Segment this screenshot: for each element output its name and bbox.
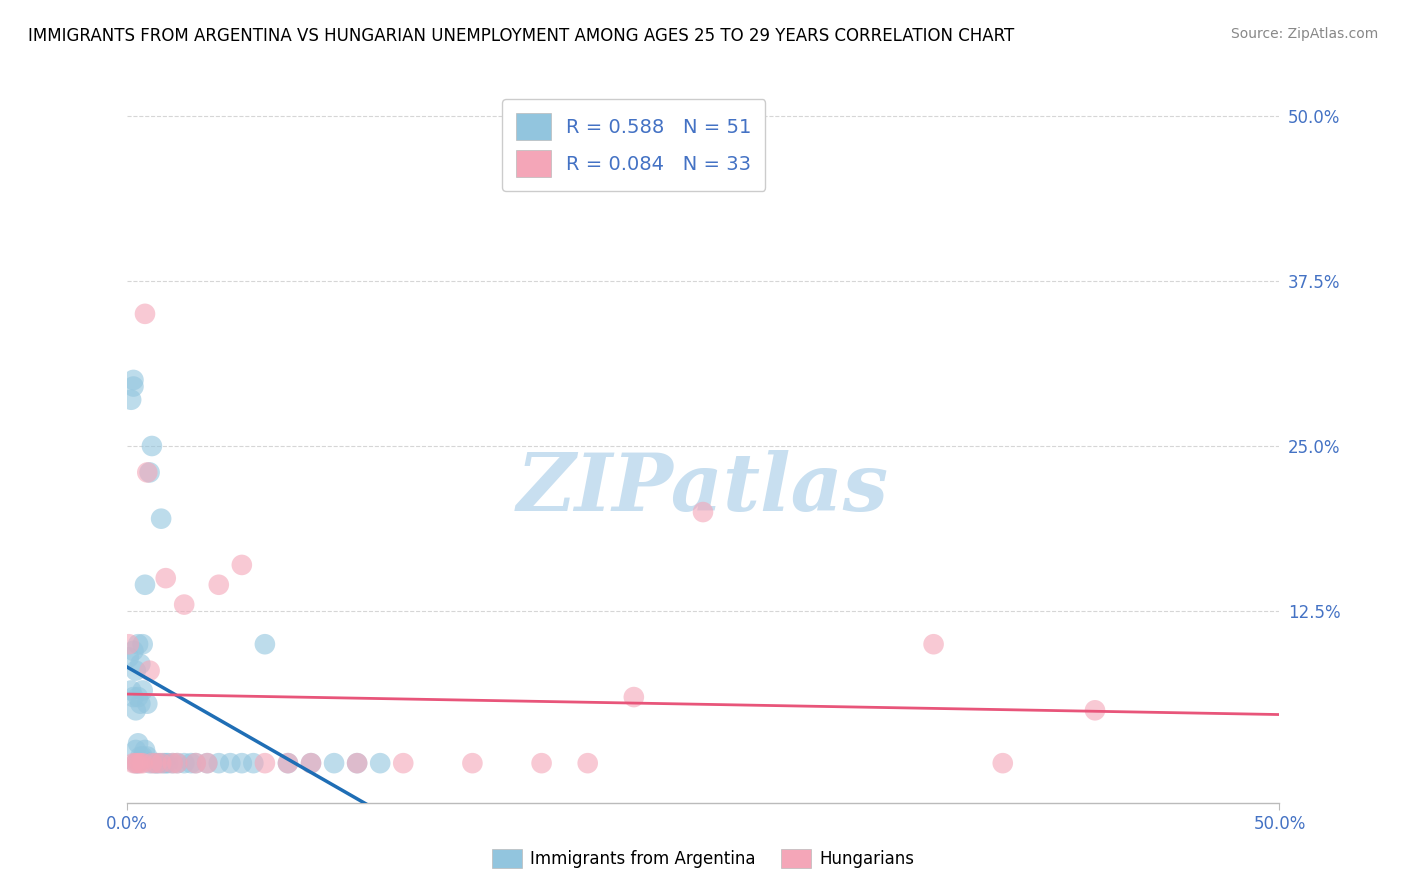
Point	[150, 511, 173, 525]
Point	[692, 505, 714, 519]
Point	[323, 756, 346, 771]
Legend: Immigrants from Argentina, Hungarians: Immigrants from Argentina, Hungarians	[485, 842, 921, 875]
Point	[127, 690, 149, 704]
Point	[991, 756, 1014, 771]
Point	[242, 756, 264, 771]
Text: ZIPatlas: ZIPatlas	[517, 450, 889, 527]
Point	[368, 756, 391, 771]
Point	[145, 756, 167, 771]
Point	[195, 756, 218, 771]
Point	[122, 690, 145, 704]
Point	[208, 756, 231, 771]
Point	[136, 749, 159, 764]
Point	[131, 756, 153, 771]
Point	[129, 749, 152, 764]
Point	[166, 756, 188, 771]
Point	[253, 756, 276, 771]
Point	[346, 756, 368, 771]
Point	[155, 571, 177, 585]
Point	[122, 756, 145, 771]
Point	[143, 756, 166, 771]
Point	[129, 697, 152, 711]
Point	[166, 756, 188, 771]
Point	[148, 756, 170, 771]
Point	[152, 756, 174, 771]
Point	[125, 664, 148, 678]
Point	[208, 578, 231, 592]
Point	[125, 703, 148, 717]
Point	[141, 439, 163, 453]
Legend: R = 0.588   N = 51, R = 0.084   N = 33: R = 0.588 N = 51, R = 0.084 N = 33	[502, 99, 765, 191]
Point	[127, 736, 149, 750]
Point	[277, 756, 299, 771]
Point	[346, 756, 368, 771]
Point	[219, 756, 242, 771]
Point	[299, 756, 322, 771]
Point	[120, 683, 142, 698]
Point	[122, 644, 145, 658]
Point	[162, 756, 184, 771]
Point	[125, 756, 148, 771]
Point	[623, 690, 645, 704]
Point	[122, 379, 145, 393]
Point	[138, 466, 160, 480]
Point	[136, 697, 159, 711]
Point	[530, 756, 553, 771]
Point	[125, 743, 148, 757]
Point	[173, 598, 195, 612]
Point	[162, 756, 184, 771]
Text: Source: ZipAtlas.com: Source: ZipAtlas.com	[1230, 27, 1378, 41]
Point	[155, 756, 177, 771]
Point	[461, 756, 484, 771]
Point	[576, 756, 599, 771]
Text: IMMIGRANTS FROM ARGENTINA VS HUNGARIAN UNEMPLOYMENT AMONG AGES 25 TO 29 YEARS CO: IMMIGRANTS FROM ARGENTINA VS HUNGARIAN U…	[28, 27, 1014, 45]
Point	[145, 756, 167, 771]
Point	[129, 756, 152, 771]
Point	[131, 749, 153, 764]
Point	[136, 466, 159, 480]
Point	[127, 637, 149, 651]
Point	[141, 756, 163, 771]
Point	[231, 558, 253, 572]
Point	[134, 307, 156, 321]
Point	[131, 683, 153, 698]
Point	[134, 743, 156, 757]
Point	[299, 756, 322, 771]
Point	[138, 664, 160, 678]
Point	[138, 756, 160, 771]
Point	[118, 650, 141, 665]
Point	[277, 756, 299, 771]
Point	[118, 637, 141, 651]
Point	[180, 756, 202, 771]
Point	[125, 756, 148, 771]
Point	[122, 373, 145, 387]
Point	[1084, 703, 1107, 717]
Point	[131, 637, 153, 651]
Point	[127, 756, 149, 771]
Point	[127, 756, 149, 771]
Point	[129, 657, 152, 671]
Point	[157, 756, 180, 771]
Point	[231, 756, 253, 771]
Point	[195, 756, 218, 771]
Point	[392, 756, 415, 771]
Point	[134, 578, 156, 592]
Point	[120, 392, 142, 407]
Point	[184, 756, 207, 771]
Point	[150, 756, 173, 771]
Point	[922, 637, 945, 651]
Point	[253, 637, 276, 651]
Point	[173, 756, 195, 771]
Point	[184, 756, 207, 771]
